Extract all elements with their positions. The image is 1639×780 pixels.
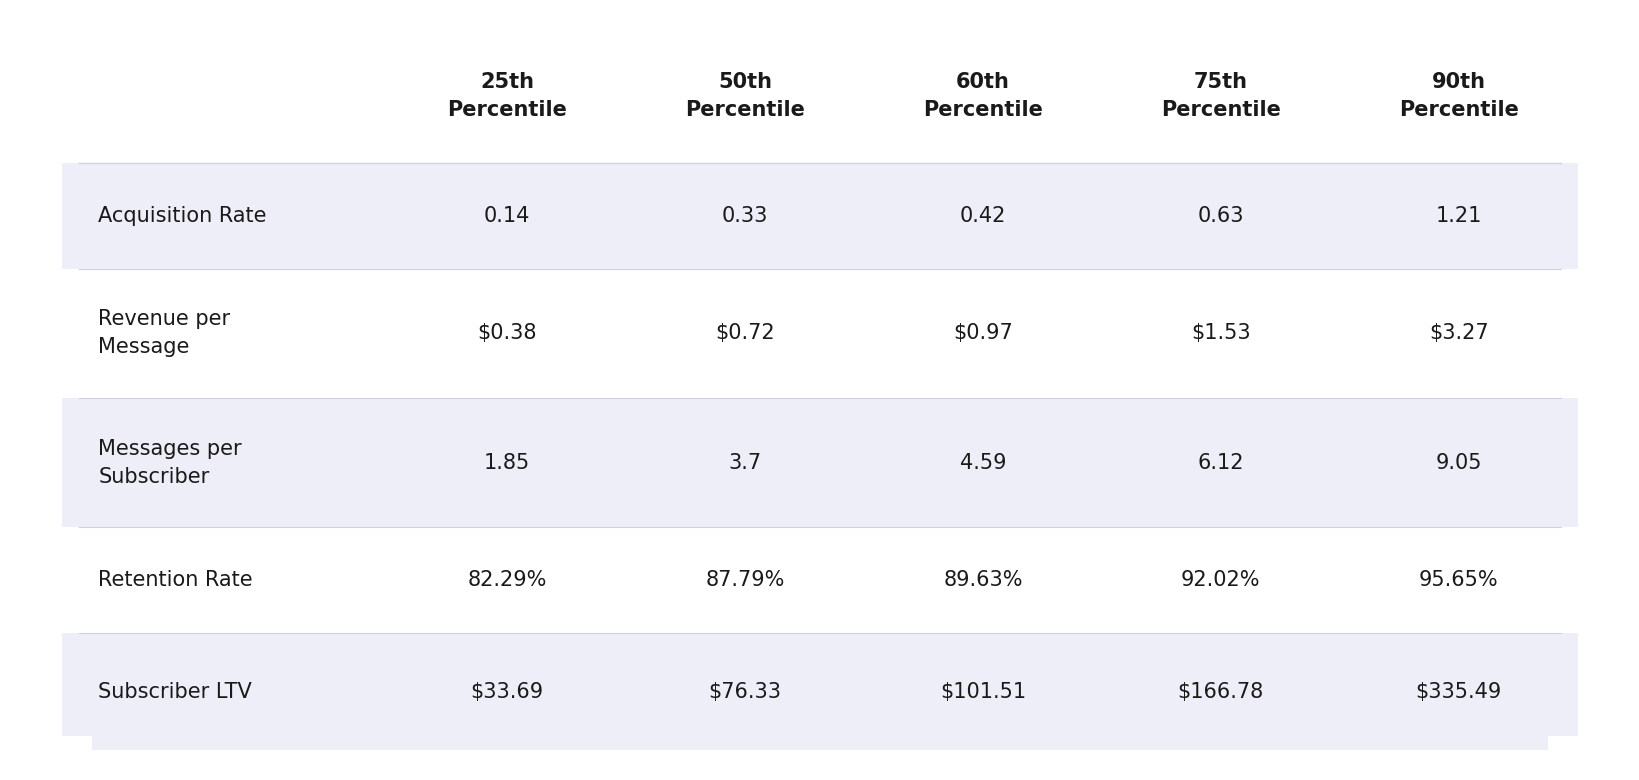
Text: 60th
Percentile: 60th Percentile [923, 73, 1042, 120]
Text: 50th
Percentile: 50th Percentile [685, 73, 805, 120]
Text: Retention Rate: Retention Rate [98, 570, 252, 590]
Text: 95.65%: 95.65% [1418, 570, 1498, 590]
Text: Revenue per
Message: Revenue per Message [98, 310, 231, 357]
Text: $0.38: $0.38 [477, 324, 536, 343]
Text: 9.05: 9.05 [1434, 452, 1482, 473]
Bar [1547, 736, 1577, 750]
Bar [62, 163, 1577, 268]
Text: $76.33: $76.33 [708, 682, 782, 702]
FancyBboxPatch shape [38, 18, 1601, 762]
Text: $1.53: $1.53 [1190, 324, 1251, 343]
Text: 3.7: 3.7 [728, 452, 760, 473]
Text: 1.21: 1.21 [1434, 206, 1482, 226]
Text: 0.42: 0.42 [959, 206, 1005, 226]
Text: 1.85: 1.85 [484, 452, 529, 473]
Text: 4.59: 4.59 [959, 452, 1006, 473]
Text: $101.51: $101.51 [939, 682, 1026, 702]
Text: Subscriber LTV: Subscriber LTV [98, 682, 252, 702]
Text: $166.78: $166.78 [1177, 682, 1264, 702]
Text: 75th
Percentile: 75th Percentile [1160, 73, 1280, 120]
Text: $33.69: $33.69 [470, 682, 543, 702]
Bar [1547, 30, 1577, 44]
Text: 6.12: 6.12 [1196, 452, 1244, 473]
Bar [62, 398, 1577, 527]
Bar [62, 268, 1577, 398]
Bar [62, 736, 92, 750]
Text: 0.63: 0.63 [1196, 206, 1244, 226]
Text: 0.14: 0.14 [484, 206, 529, 226]
Text: 90th
Percentile: 90th Percentile [1398, 73, 1518, 120]
Bar [62, 633, 1577, 750]
Text: $0.97: $0.97 [952, 324, 1013, 343]
Text: Acquisition Rate: Acquisition Rate [98, 206, 267, 226]
Text: 0.33: 0.33 [721, 206, 767, 226]
Text: 89.63%: 89.63% [942, 570, 1023, 590]
Text: Messages per
Subscriber: Messages per Subscriber [98, 438, 243, 487]
Text: 82.29%: 82.29% [467, 570, 546, 590]
Text: 92.02%: 92.02% [1180, 570, 1260, 590]
Text: $0.72: $0.72 [715, 324, 774, 343]
Bar [62, 30, 92, 44]
Text: $335.49: $335.49 [1414, 682, 1501, 702]
Text: $3.27: $3.27 [1428, 324, 1488, 343]
Bar [62, 527, 1577, 633]
Text: 25th
Percentile: 25th Percentile [447, 73, 567, 120]
Text: 87.79%: 87.79% [705, 570, 783, 590]
